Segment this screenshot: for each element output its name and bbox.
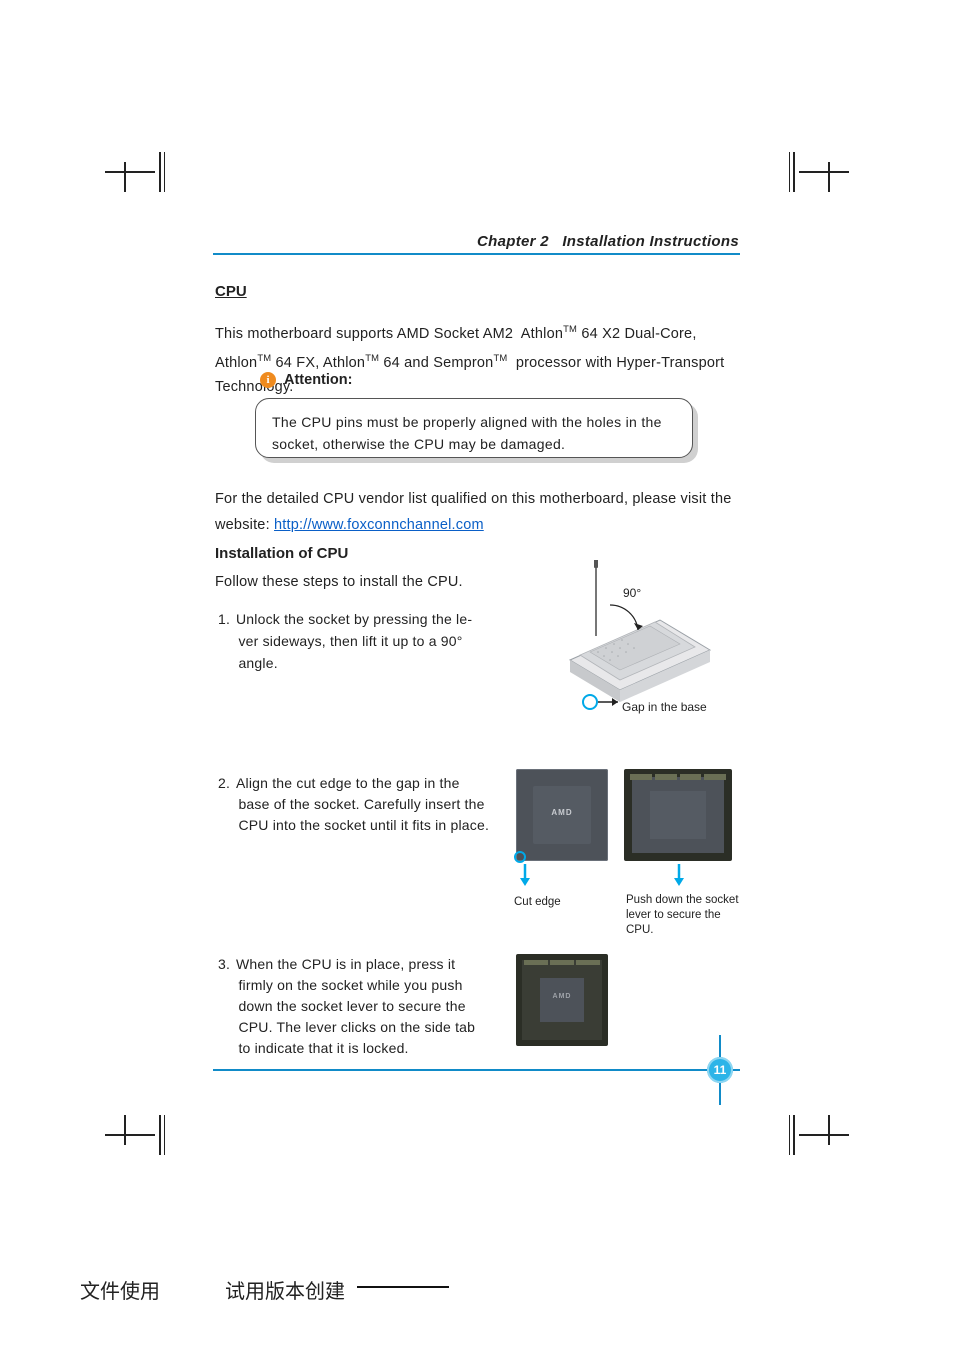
footer-cn-left: 文件使用 <box>80 1275 160 1304</box>
step-2-text: Align the cut edge to the gap in the bas… <box>218 775 489 833</box>
chapter-title: Installation Instructions <box>562 233 739 250</box>
footer-underline <box>357 1286 449 1288</box>
figure-cpu-locked: AMD <box>516 954 608 1046</box>
arrow-down-lever <box>673 864 685 886</box>
caption-pushdown: Push down the socket lever to secure the… <box>626 893 746 938</box>
step-1: 1.Unlock the socket by pressing the le- … <box>218 608 493 674</box>
step-3-text: When the CPU is in place, press it firml… <box>218 956 475 1056</box>
footer-rule <box>213 1069 740 1071</box>
figure-cpu-installed <box>624 769 732 861</box>
step-1-text: Unlock the socket by pressing the le- ve… <box>218 611 472 671</box>
footer-cn-mid: 试用版本创建 <box>225 1275 345 1304</box>
crop-mark-tr <box>789 152 849 192</box>
figure-cpu-chip: AMD <box>516 769 608 861</box>
board-components <box>630 774 726 780</box>
figure1-angle-label: 90° <box>623 586 641 600</box>
vendor-paragraph: For the detailed CPU vendor list qualifi… <box>215 486 735 538</box>
caption-cutedge: Cut edge <box>514 895 561 910</box>
step-2-num: 2. <box>218 773 236 794</box>
vendor-link[interactable]: http://www.foxconnchannel.com <box>274 517 484 533</box>
step-3-num: 3. <box>218 954 236 975</box>
crop-mark-br <box>789 1115 849 1155</box>
page-number-badge: 11 <box>707 1057 733 1083</box>
crop-mark-tl <box>105 152 165 192</box>
figure1-gap-label: Gap in the base <box>622 700 707 714</box>
step-1-num: 1. <box>218 608 236 630</box>
chapter-header: Chapter 2 Installation Instructions <box>477 233 739 250</box>
attention-note: The CPU pins must be properly aligned wi… <box>255 398 693 458</box>
gap-indicator-icon <box>514 851 526 863</box>
step-3: 3.When the CPU is in place, press it fir… <box>218 954 498 1059</box>
attention-row: i Attention: <box>260 372 352 388</box>
section-title-cpu: CPU <box>215 283 247 300</box>
cpu-amd-text-2: AMD <box>516 993 608 1000</box>
attention-label: Attention: <box>284 372 352 388</box>
cpu-amd-text: AMD <box>516 808 608 817</box>
subheading-installation: Installation of CPU <box>215 545 348 562</box>
info-icon: i <box>260 372 276 388</box>
step-2: 2.Align the cut edge to the gap in the b… <box>218 773 508 836</box>
header-rule <box>213 253 740 255</box>
arrow-down-cutedge <box>519 864 531 886</box>
chapter-number: Chapter 2 <box>477 233 549 250</box>
crop-mark-bl <box>105 1115 165 1155</box>
